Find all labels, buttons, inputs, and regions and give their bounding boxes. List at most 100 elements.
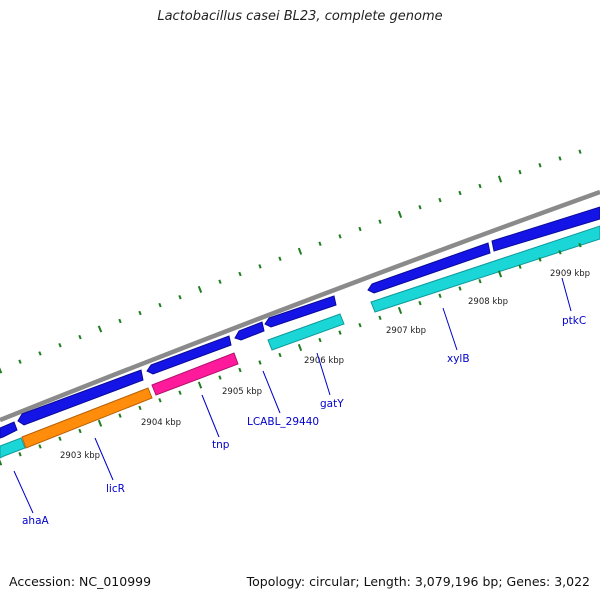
scale-tick	[297, 343, 303, 352]
gene-label-xylB[interactable]: xylB	[447, 353, 470, 365]
scale-tick	[518, 264, 522, 269]
scale-tick	[78, 334, 82, 340]
scale-tick	[58, 343, 62, 348]
scale-tick	[518, 169, 522, 175]
leader-line-ptkC	[561, 277, 572, 312]
scale-tick	[118, 413, 122, 418]
scale-tick	[218, 375, 222, 380]
scale-tick	[278, 256, 282, 262]
gene-label-tnp[interactable]: tnp	[212, 439, 230, 451]
scale-tick	[538, 257, 542, 262]
scale-tick	[458, 286, 462, 291]
scale-tick	[238, 271, 242, 277]
scale-tick	[438, 197, 442, 203]
gene-arrow-forward[interactable]	[491, 206, 600, 252]
scale-tick	[258, 264, 262, 269]
scale-tick	[497, 175, 503, 183]
scale-tick	[418, 205, 422, 210]
gene-block-rna[interactable]	[370, 225, 600, 313]
gene-label-licR[interactable]: licR	[106, 483, 125, 495]
genome-backbone	[0, 189, 600, 423]
scale-tick	[158, 398, 162, 403]
scale-tick	[378, 315, 382, 321]
scale-tick	[178, 295, 182, 300]
gene-arrow-forward[interactable]	[234, 321, 265, 341]
scale-tick	[97, 325, 103, 333]
scale-tick	[38, 444, 42, 449]
scale-tick	[0, 459, 3, 466]
scale-tick	[358, 226, 362, 232]
scale-tick	[578, 149, 582, 154]
leader-line-LCABL_29440	[262, 370, 281, 414]
scale-tick	[0, 367, 3, 374]
gene-block-rna[interactable]	[267, 313, 345, 351]
scale-tick	[278, 352, 282, 358]
kbp-label: 2906 kbp	[304, 356, 344, 366]
scale-tick	[438, 293, 442, 298]
kbp-label: 2908 kbp	[468, 297, 508, 307]
gene-labels: ahaA licR tnp LCABL_29440 gatY xylB ptkC	[22, 315, 586, 527]
scale-tick	[478, 278, 482, 284]
scale-tick	[118, 318, 122, 324]
leader-line-gatY	[316, 352, 331, 396]
scale-tick	[218, 279, 222, 284]
gene-block-transposase[interactable]	[151, 352, 239, 396]
leader-line-tnp	[201, 394, 220, 438]
scale-tick	[297, 247, 303, 255]
scale-tick	[558, 250, 562, 255]
tick-track-inner	[0, 242, 582, 466]
scale-tick	[78, 428, 82, 434]
gene-blocks	[0, 206, 600, 459]
accession-text: Accession: NC_010999	[9, 574, 152, 589]
leader-line-xylB	[442, 307, 458, 351]
scale-tick	[138, 310, 142, 316]
gene-label-LCABL_29440[interactable]: LCABL_29440	[247, 416, 319, 428]
scale-tick	[458, 190, 462, 196]
gene-arrow-forward[interactable]	[146, 335, 232, 375]
map-title: Lactobacillus casei BL23, complete genom…	[157, 9, 443, 24]
scale-tick	[497, 270, 503, 278]
scale-tick	[338, 234, 342, 239]
topology-text: Topology: circular; Length: 3,079,196 bp…	[246, 574, 590, 589]
kbp-label: 2904 kbp	[141, 418, 181, 428]
gene-label-ahaA[interactable]: ahaA	[22, 515, 50, 527]
scale-tick	[358, 322, 362, 328]
gene-label-gatY[interactable]: gatY	[320, 398, 344, 410]
scale-tick	[397, 306, 403, 314]
gene-block-regulator[interactable]	[21, 387, 153, 449]
kbp-label: 2905 kbp	[222, 387, 262, 397]
scale-tick	[258, 360, 262, 365]
scale-tick	[397, 210, 403, 218]
scale-tick	[58, 436, 62, 441]
leader-line-ahaA	[13, 470, 34, 514]
gene-label-ptkC[interactable]: ptkC	[562, 315, 586, 327]
gene-arrow-forward[interactable]	[264, 295, 337, 328]
scale-tick	[18, 359, 22, 364]
scale-tick	[138, 405, 142, 411]
kbp-label: 2903 kbp	[60, 451, 100, 461]
gene-arrow-forward[interactable]	[367, 242, 491, 294]
scale-tick	[38, 351, 42, 356]
scale-tick	[197, 285, 203, 293]
scale-tick	[578, 242, 582, 248]
scale-tick	[378, 219, 382, 224]
gene-block-rna[interactable]	[0, 437, 26, 459]
scale-tick	[178, 390, 182, 395]
kbp-scale: 2903 kbp 2904 kbp 2905 kbp 2906 kbp 2907…	[60, 269, 590, 461]
gene-arrow-forward[interactable]	[17, 369, 144, 426]
scale-tick	[338, 330, 342, 335]
scale-tick	[318, 337, 322, 343]
tick-track-outer	[0, 149, 582, 374]
scale-tick	[197, 381, 203, 389]
scale-tick	[538, 163, 542, 168]
gene-label-leaders	[13, 277, 572, 514]
scale-tick	[97, 419, 103, 427]
kbp-label: 2909 kbp	[550, 269, 590, 279]
kbp-label: 2907 kbp	[386, 326, 426, 336]
scale-tick	[158, 302, 162, 308]
scale-tick	[418, 300, 422, 306]
scale-tick	[558, 156, 562, 161]
scale-tick	[318, 241, 322, 247]
gene-arrow-forward[interactable]	[0, 421, 18, 439]
